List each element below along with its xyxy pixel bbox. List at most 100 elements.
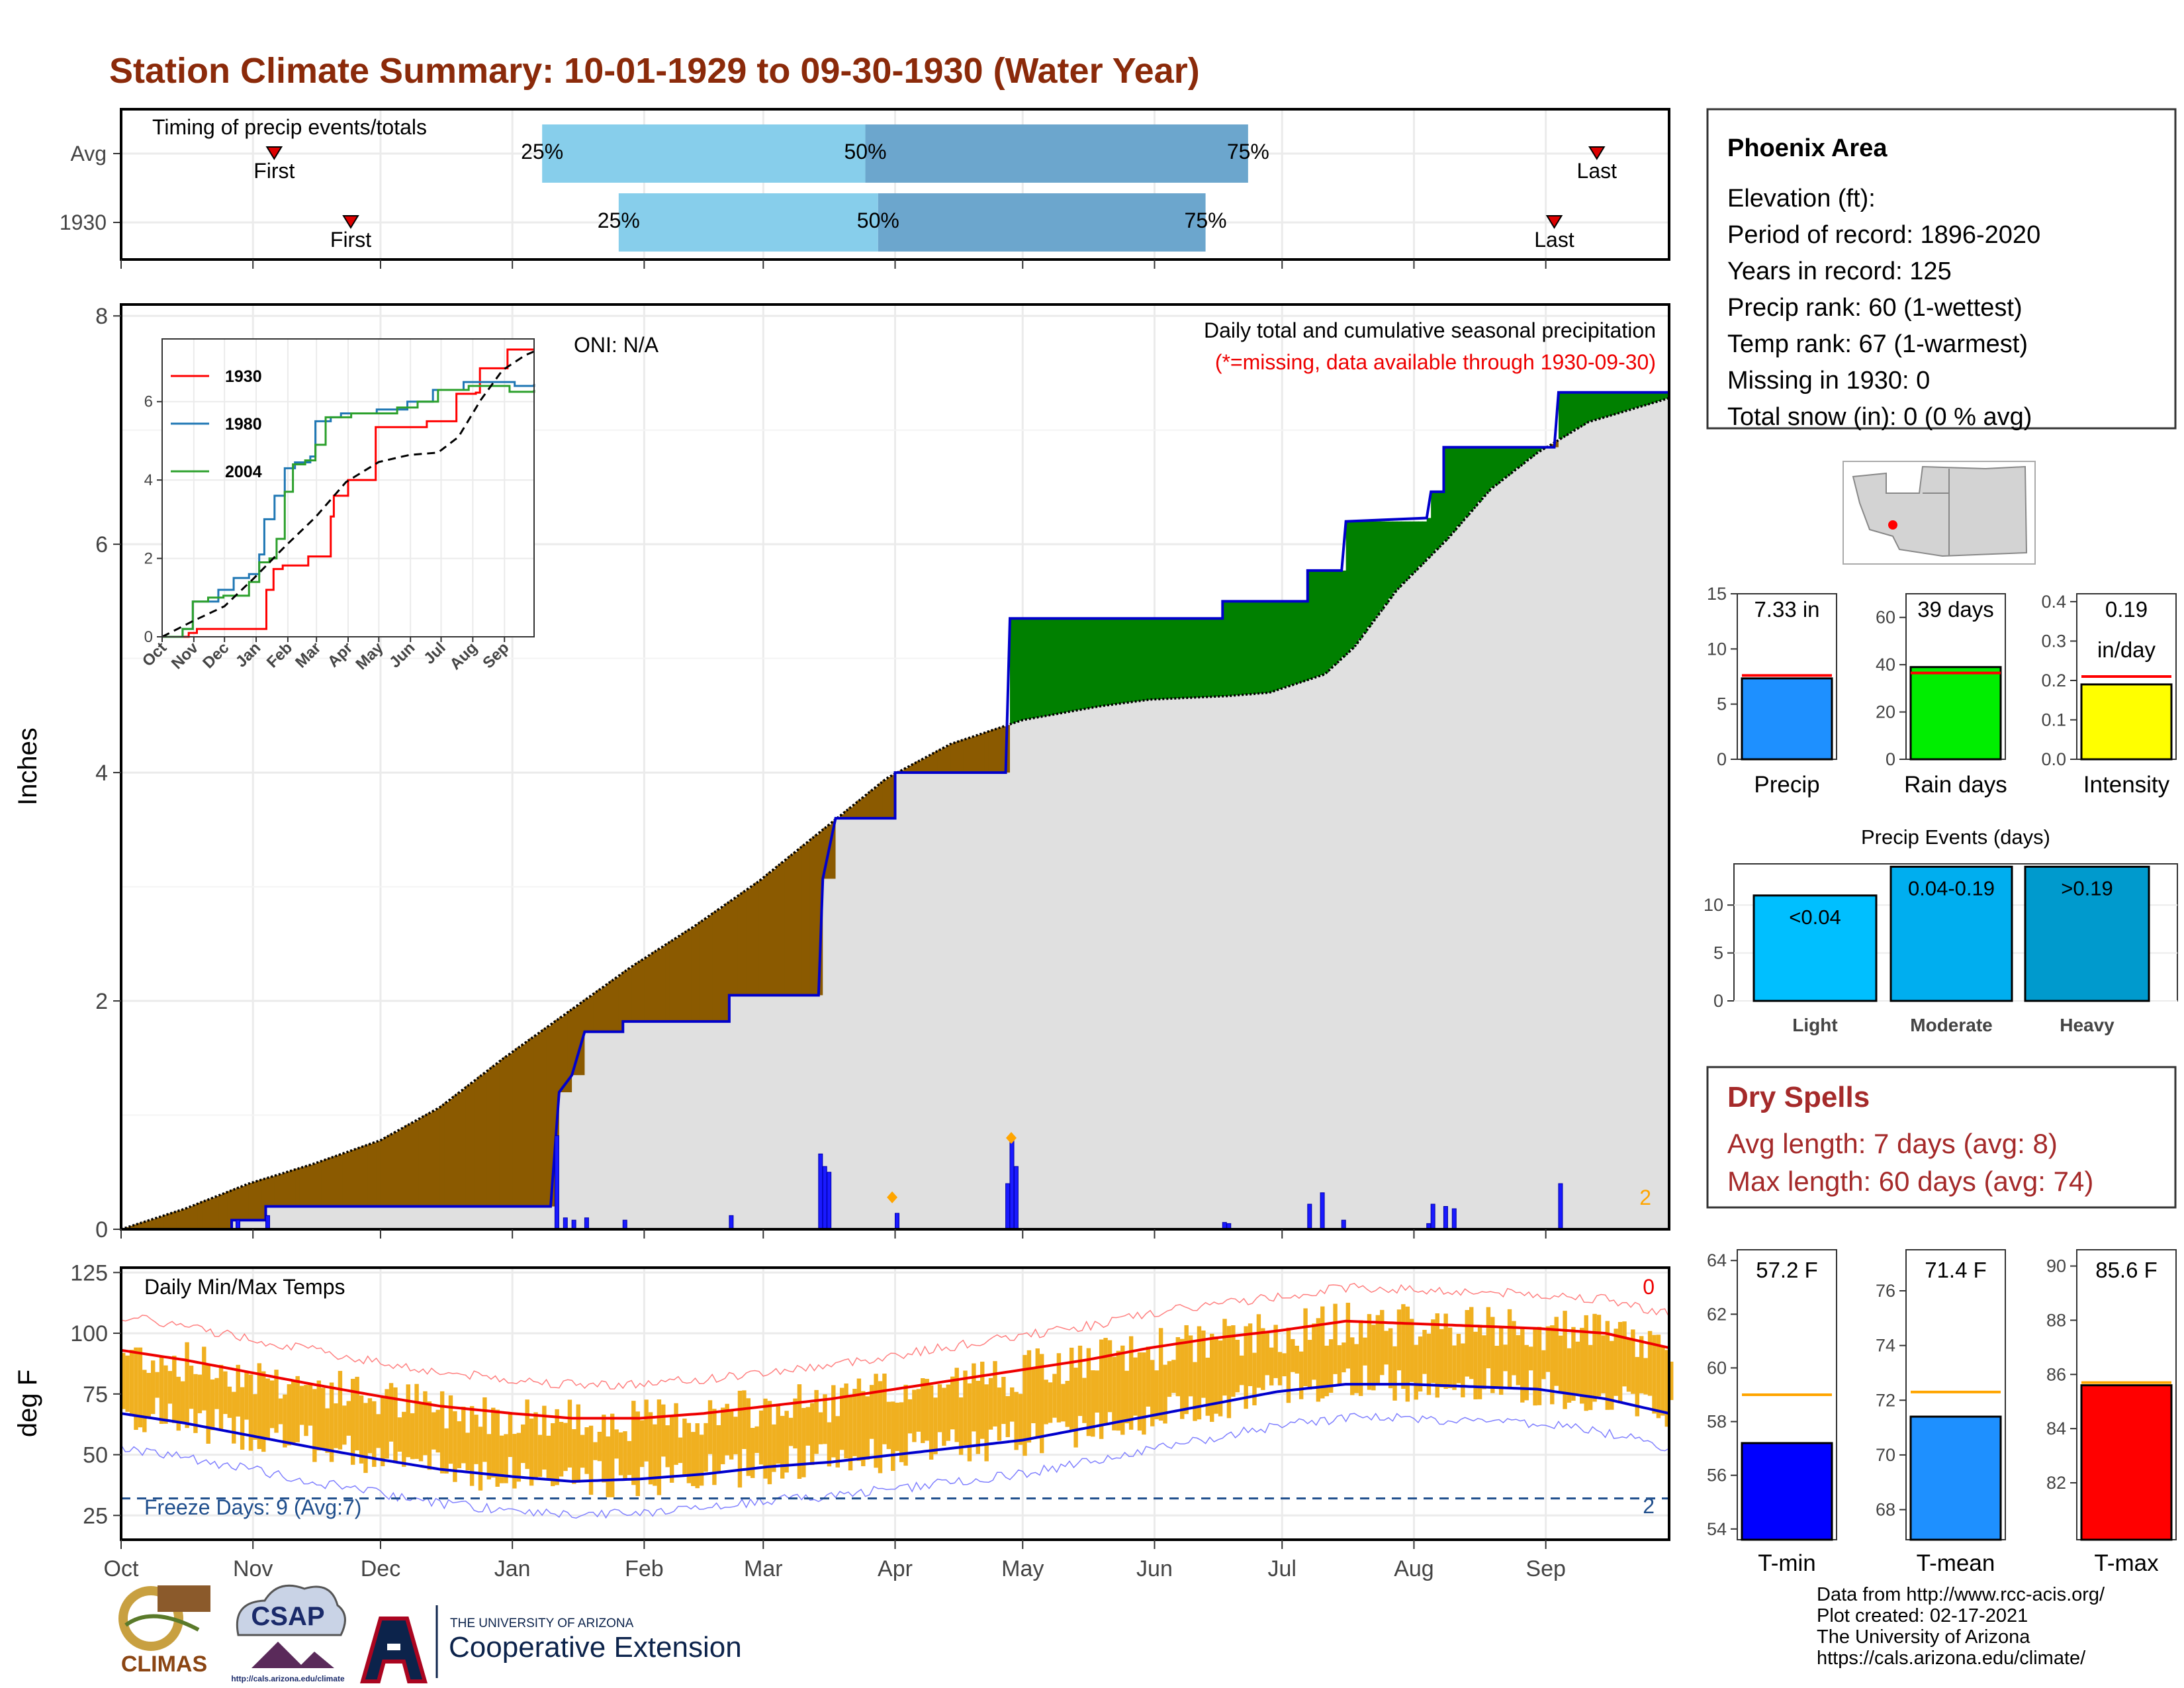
deficit-fill [814,835,819,996]
cumulative-base-fill [772,995,777,1229]
surplus-fill [1158,618,1163,700]
cumulative-base-fill [899,773,904,1229]
cumulative-base-fill [287,1206,292,1229]
daily-temp-bar [406,1384,410,1458]
deficit-fill [278,1174,283,1207]
deficit-fill [852,804,858,819]
cumulative-base-fill [976,773,981,1229]
surplus-fill [1580,392,1585,426]
deficit-fill [614,977,619,1032]
daily-temp-bar [925,1379,929,1441]
surplus-fill [1056,618,1062,714]
cumulative-base-fill [988,773,993,1229]
inset-legend-label: 2004 [225,463,262,481]
daily-precip-bar [554,1135,559,1230]
event-bar-heavy [2024,865,2150,1002]
event-bar-label: <0.04 [1789,906,1841,929]
cumulative-base-fill [1592,420,1598,1229]
timing-q75-label: 75% [1227,140,1269,164]
surplus-fill [1456,447,1461,527]
daily-temp-bar [1371,1325,1376,1391]
surplus-fill [1656,392,1661,402]
temp-title: Daily Min/Max Temps [144,1275,345,1299]
daily-temp-bar [1026,1350,1032,1443]
deficit-fill [423,1115,428,1207]
daily-temp-bar [1142,1352,1146,1435]
cumulative-base-fill [707,1021,713,1229]
cumulative-base-fill [1563,436,1568,1229]
deficit-fill [721,906,726,1022]
cumulative-base-fill [814,995,819,1229]
daily-temp-bar [844,1383,848,1459]
surplus-fill [1133,618,1138,702]
daily-temp-bar [1014,1391,1019,1450]
timing-q25-label: 25% [598,209,640,232]
dry-spells-avg: Avg length: 7 days (avg: 8) [1727,1128,2058,1159]
cumulative-base-fill [1541,449,1547,1229]
deficit-fill [529,1038,534,1207]
info-line: Missing in 1930: 0 [1727,367,1930,395]
surplus-fill [1516,447,1521,468]
deficit-fill [240,1186,245,1221]
daily-temp-bar [1086,1348,1091,1436]
cumulative-base-fill [248,1220,253,1229]
deficit-fill [316,1162,322,1207]
cumulative-base-fill [584,1031,590,1229]
deficit-fill [342,1152,347,1207]
daily-temp-bar [1626,1338,1631,1392]
daily-temp-bar [954,1368,959,1442]
cumulative-base-fill [1035,717,1040,1229]
daily-precip-bar [563,1217,568,1230]
cumulative-base-fill [678,1021,683,1229]
footer-line: Data from http://www.rcc-acis.org/ [1817,1584,2105,1605]
deficit-fill [253,1182,258,1221]
cumulative-base-fill [921,773,926,1229]
surplus-fill [1128,618,1134,702]
deficit-fill [359,1147,364,1207]
surplus-fill [1622,392,1627,412]
cumulative-base-fill [469,1206,475,1229]
daily-temp-bar [1171,1360,1176,1393]
daily-temp-bar [1073,1368,1078,1448]
daily-temp-bar [299,1385,304,1425]
daily-precip-bar [235,1219,240,1230]
temp-summary-y-tick-label: 72 [1876,1390,1895,1410]
surplus-fill [1286,601,1291,686]
inset-legend-label: 1930 [225,367,262,386]
daily-temp-bar [891,1401,895,1471]
month-label: Sep [1525,1556,1566,1581]
daily-temp-bar [359,1395,364,1464]
daily-temp-bar [125,1355,130,1412]
surplus-fill [1312,570,1317,679]
cumulative-base-fill [793,995,798,1229]
cumulative-base-fill [1142,700,1147,1229]
cumulative-base-fill [1018,720,1023,1229]
precip-panel: 2 ONI: N/A Daily total and cumulative seas… [13,303,1670,1243]
surplus-fill [1193,618,1198,698]
deficit-fill [542,1029,547,1207]
daily-temp-bar [623,1431,627,1479]
surplus-fill [1320,570,1326,675]
summary-y-tick-label: 0.3 [2041,631,2066,651]
daily-temp-bar [1558,1335,1563,1393]
daily-temp-bar [1439,1329,1444,1387]
cumulative-base-fill [537,1206,543,1229]
deficit-fill [674,937,679,1022]
surplus-fill [1647,392,1653,404]
daily-temp-bar [559,1422,564,1477]
surplus-fill [1371,521,1377,622]
timing-q50-q75-bar [865,124,1248,183]
daily-temp-bar [776,1405,781,1464]
cumulative-base-fill [1188,698,1193,1229]
surplus-fill [1558,392,1563,439]
daily-temp-bar [593,1442,598,1460]
csap-logo-url: http://cals.arizona.edu/climate [231,1674,345,1683]
daily-temp-bar [388,1383,394,1442]
daily-temp-bar [138,1347,143,1428]
cumulative-base-fill [1107,704,1113,1229]
cumulative-base-fill [903,773,909,1229]
deficit-fill [202,1201,207,1229]
cumulative-base-fill [529,1206,534,1229]
daily-temp-bar [946,1384,951,1441]
daily-temp-bar [852,1389,857,1456]
